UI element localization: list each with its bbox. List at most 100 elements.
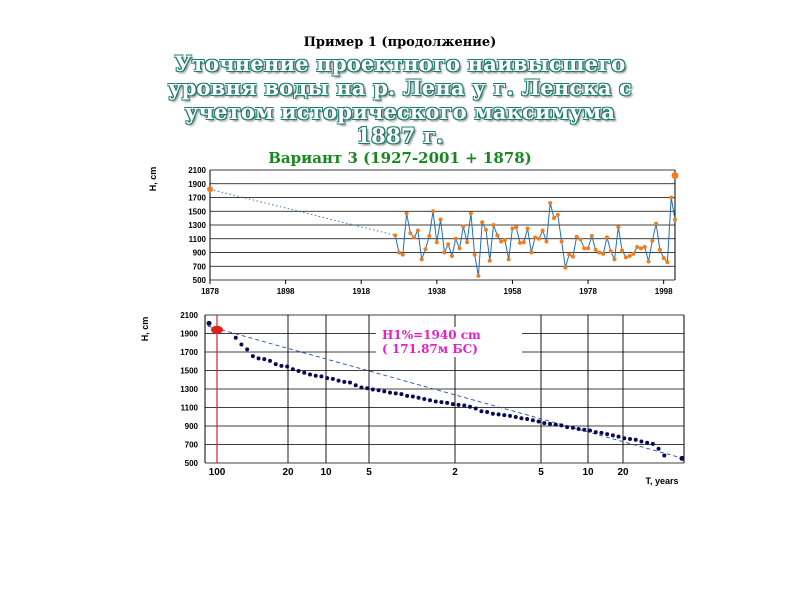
empirical-point [325, 376, 330, 381]
empirical-point [302, 370, 307, 375]
empirical-point [245, 347, 250, 352]
empirical-point [433, 399, 438, 404]
empirical-point [456, 402, 461, 407]
top-data-point [453, 236, 458, 241]
top-data-point [529, 250, 534, 255]
top-data-point [540, 228, 545, 233]
annotation-h1-value: H1%=1940 cm [382, 328, 481, 342]
empirical-point [530, 418, 535, 423]
empirical-point [462, 403, 467, 408]
empirical-point [639, 439, 644, 444]
empirical-point [513, 415, 518, 420]
top-data-point [449, 253, 454, 258]
top-data-point [483, 227, 488, 232]
top-data-point [412, 235, 417, 240]
annotation-elevation: ( 171.87м БС) [382, 342, 478, 356]
empirical-point [439, 400, 444, 405]
bottom-xtick-label: 10 [582, 467, 594, 478]
top-xtick-label: 1978 [579, 287, 597, 296]
empirical-point [410, 394, 415, 399]
empirical-point [388, 390, 392, 395]
empirical-point [348, 380, 352, 385]
bottom-xtick-label: 10 [320, 467, 332, 478]
top-data-point [465, 240, 470, 245]
empirical-point [576, 427, 581, 432]
top-ytick-label: 1300 [188, 221, 206, 230]
top-data-point [638, 246, 643, 251]
top-data-point [669, 195, 674, 200]
top-data-point [446, 242, 451, 247]
empirical-point [405, 393, 410, 398]
empirical-point [656, 446, 661, 451]
top-data-point [604, 235, 609, 240]
empirical-point [399, 392, 404, 397]
top-data-point [631, 251, 636, 256]
top-data-point [499, 239, 504, 244]
empirical-point [308, 372, 312, 377]
top-xtick-label: 1878 [201, 287, 219, 296]
title-line-1: Уточнение проектного наивысшего [174, 51, 626, 76]
empirical-point [490, 411, 495, 416]
bottom-ytick-label: 500 [185, 459, 199, 468]
empirical-point [233, 335, 238, 340]
empirical-point [450, 402, 455, 407]
top-ytick-label: 2100 [188, 166, 206, 175]
top-data-point [570, 254, 575, 259]
bottom-xtick-label: 2 [452, 467, 458, 478]
slide-subtitle: Пример 1 (продолжение) [303, 35, 497, 50]
top-data-point [589, 234, 594, 238]
empirical-point [365, 386, 370, 391]
top-data-point [408, 231, 413, 236]
empirical-point [496, 412, 501, 417]
top-data-point [525, 226, 530, 231]
empirical-point [296, 369, 301, 374]
bottom-ytick-label: 1700 [180, 348, 198, 357]
top-data-point [476, 273, 481, 278]
top-data-point [533, 235, 538, 240]
bottom-xtick-label: 20 [617, 467, 629, 478]
empirical-point [582, 427, 587, 432]
top-data-point [518, 240, 522, 245]
bottom-ytick-label: 1100 [181, 404, 199, 413]
empirical-point [336, 378, 341, 383]
top-data-point [510, 226, 515, 231]
empirical-point [525, 417, 530, 422]
annotation-background [376, 327, 522, 357]
top-ytick-label: 900 [193, 249, 207, 258]
top-data-point [472, 252, 477, 257]
top-data-point [442, 250, 447, 255]
empirical-point [570, 425, 575, 430]
top-data-point [654, 221, 659, 226]
bottom-x-axis-label: T, years [645, 476, 678, 486]
empirical-point [313, 373, 318, 378]
top-data-point [487, 258, 492, 263]
empirical-point [393, 391, 398, 396]
bottom-xtick-label: 5 [538, 467, 544, 478]
top-data-point [593, 247, 598, 252]
top-data-point [608, 249, 613, 254]
bottom-xtick-label: 5 [366, 467, 372, 478]
empirical-point [382, 389, 387, 394]
top-data-point [431, 209, 436, 214]
top-data-point [548, 201, 553, 205]
bottom-ytick-label: 1500 [180, 367, 198, 376]
recent-max-point [671, 172, 679, 179]
top-data-point [563, 265, 568, 270]
top-data-point [559, 239, 564, 244]
top-data-point [438, 217, 443, 222]
title-line-4: 1887 г. [356, 123, 444, 148]
slide-header: Пример 1 (продолжение) Уточнение проектн… [0, 34, 800, 168]
empirical-point [428, 398, 432, 403]
top-xtick-label: 1898 [277, 287, 295, 296]
empirical-point [605, 432, 610, 437]
top-data-point [597, 250, 602, 255]
empirical-point [662, 453, 667, 458]
empirical-point [250, 354, 255, 359]
empirical-point [262, 357, 267, 362]
bottom-ytick-label: 1300 [180, 385, 198, 394]
empirical-point [353, 383, 358, 388]
top-data-point [419, 257, 424, 262]
empirical-point [519, 416, 524, 421]
variant-label: Вариант 3 (1927-2001 + 1878) [268, 149, 532, 167]
